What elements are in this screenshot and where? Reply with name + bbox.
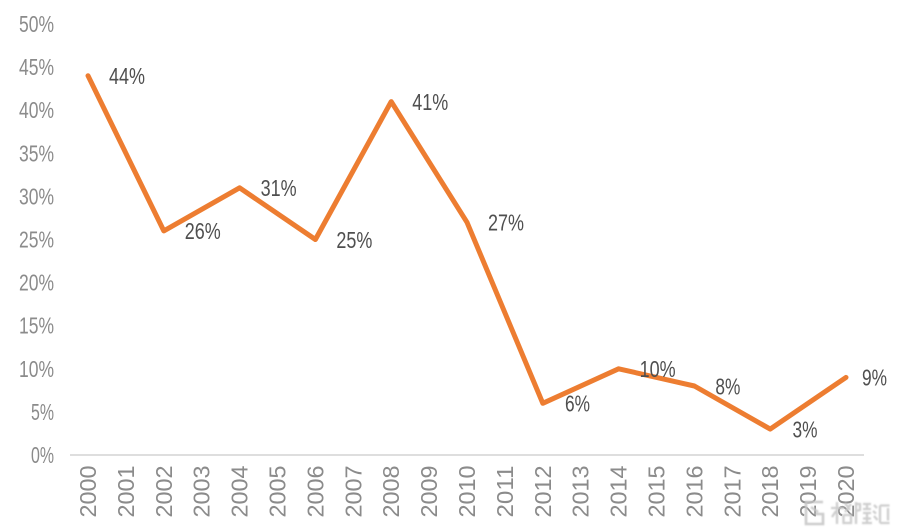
svg-text:44%: 44% xyxy=(109,63,145,89)
svg-text:8%: 8% xyxy=(715,373,740,399)
svg-text:5%: 5% xyxy=(31,399,54,425)
svg-text:2009: 2009 xyxy=(416,466,442,518)
svg-text:2016: 2016 xyxy=(681,466,707,518)
svg-text:41%: 41% xyxy=(412,89,448,115)
svg-text:2007: 2007 xyxy=(340,466,366,518)
svg-text:2013: 2013 xyxy=(568,466,594,518)
svg-text:27%: 27% xyxy=(488,210,524,236)
svg-text:2001: 2001 xyxy=(113,466,139,518)
svg-text:3%: 3% xyxy=(793,416,818,442)
svg-text:10%: 10% xyxy=(640,356,676,382)
svg-text:2008: 2008 xyxy=(378,466,404,518)
svg-text:2004: 2004 xyxy=(227,465,253,517)
svg-text:2014: 2014 xyxy=(606,465,632,517)
svg-text:2000: 2000 xyxy=(75,466,101,518)
svg-text:2006: 2006 xyxy=(302,466,328,518)
svg-text:6%: 6% xyxy=(565,391,590,417)
svg-text:0%: 0% xyxy=(31,442,54,468)
svg-text:2003: 2003 xyxy=(189,466,215,518)
svg-text:31%: 31% xyxy=(261,175,297,201)
svg-text:2017: 2017 xyxy=(719,466,745,518)
svg-text:2002: 2002 xyxy=(151,466,177,518)
svg-text:26%: 26% xyxy=(185,218,221,244)
svg-text:9%: 9% xyxy=(862,365,887,391)
svg-text:2015: 2015 xyxy=(644,466,670,518)
svg-text:45%: 45% xyxy=(19,54,54,80)
svg-text:30%: 30% xyxy=(19,183,54,209)
svg-text:25%: 25% xyxy=(19,227,54,253)
svg-text:50%: 50% xyxy=(19,11,54,37)
svg-text:2019: 2019 xyxy=(795,466,821,518)
svg-text:15%: 15% xyxy=(19,313,54,339)
svg-text:20%: 20% xyxy=(19,270,54,296)
svg-text:25%: 25% xyxy=(336,227,372,253)
svg-text:40%: 40% xyxy=(19,97,54,123)
svg-text:2011: 2011 xyxy=(492,466,518,518)
svg-text:2005: 2005 xyxy=(265,466,291,518)
svg-text:2018: 2018 xyxy=(757,466,783,518)
svg-text:2010: 2010 xyxy=(454,466,480,518)
svg-text:2012: 2012 xyxy=(530,466,556,518)
svg-text:35%: 35% xyxy=(19,140,54,166)
svg-text:10%: 10% xyxy=(19,356,54,382)
